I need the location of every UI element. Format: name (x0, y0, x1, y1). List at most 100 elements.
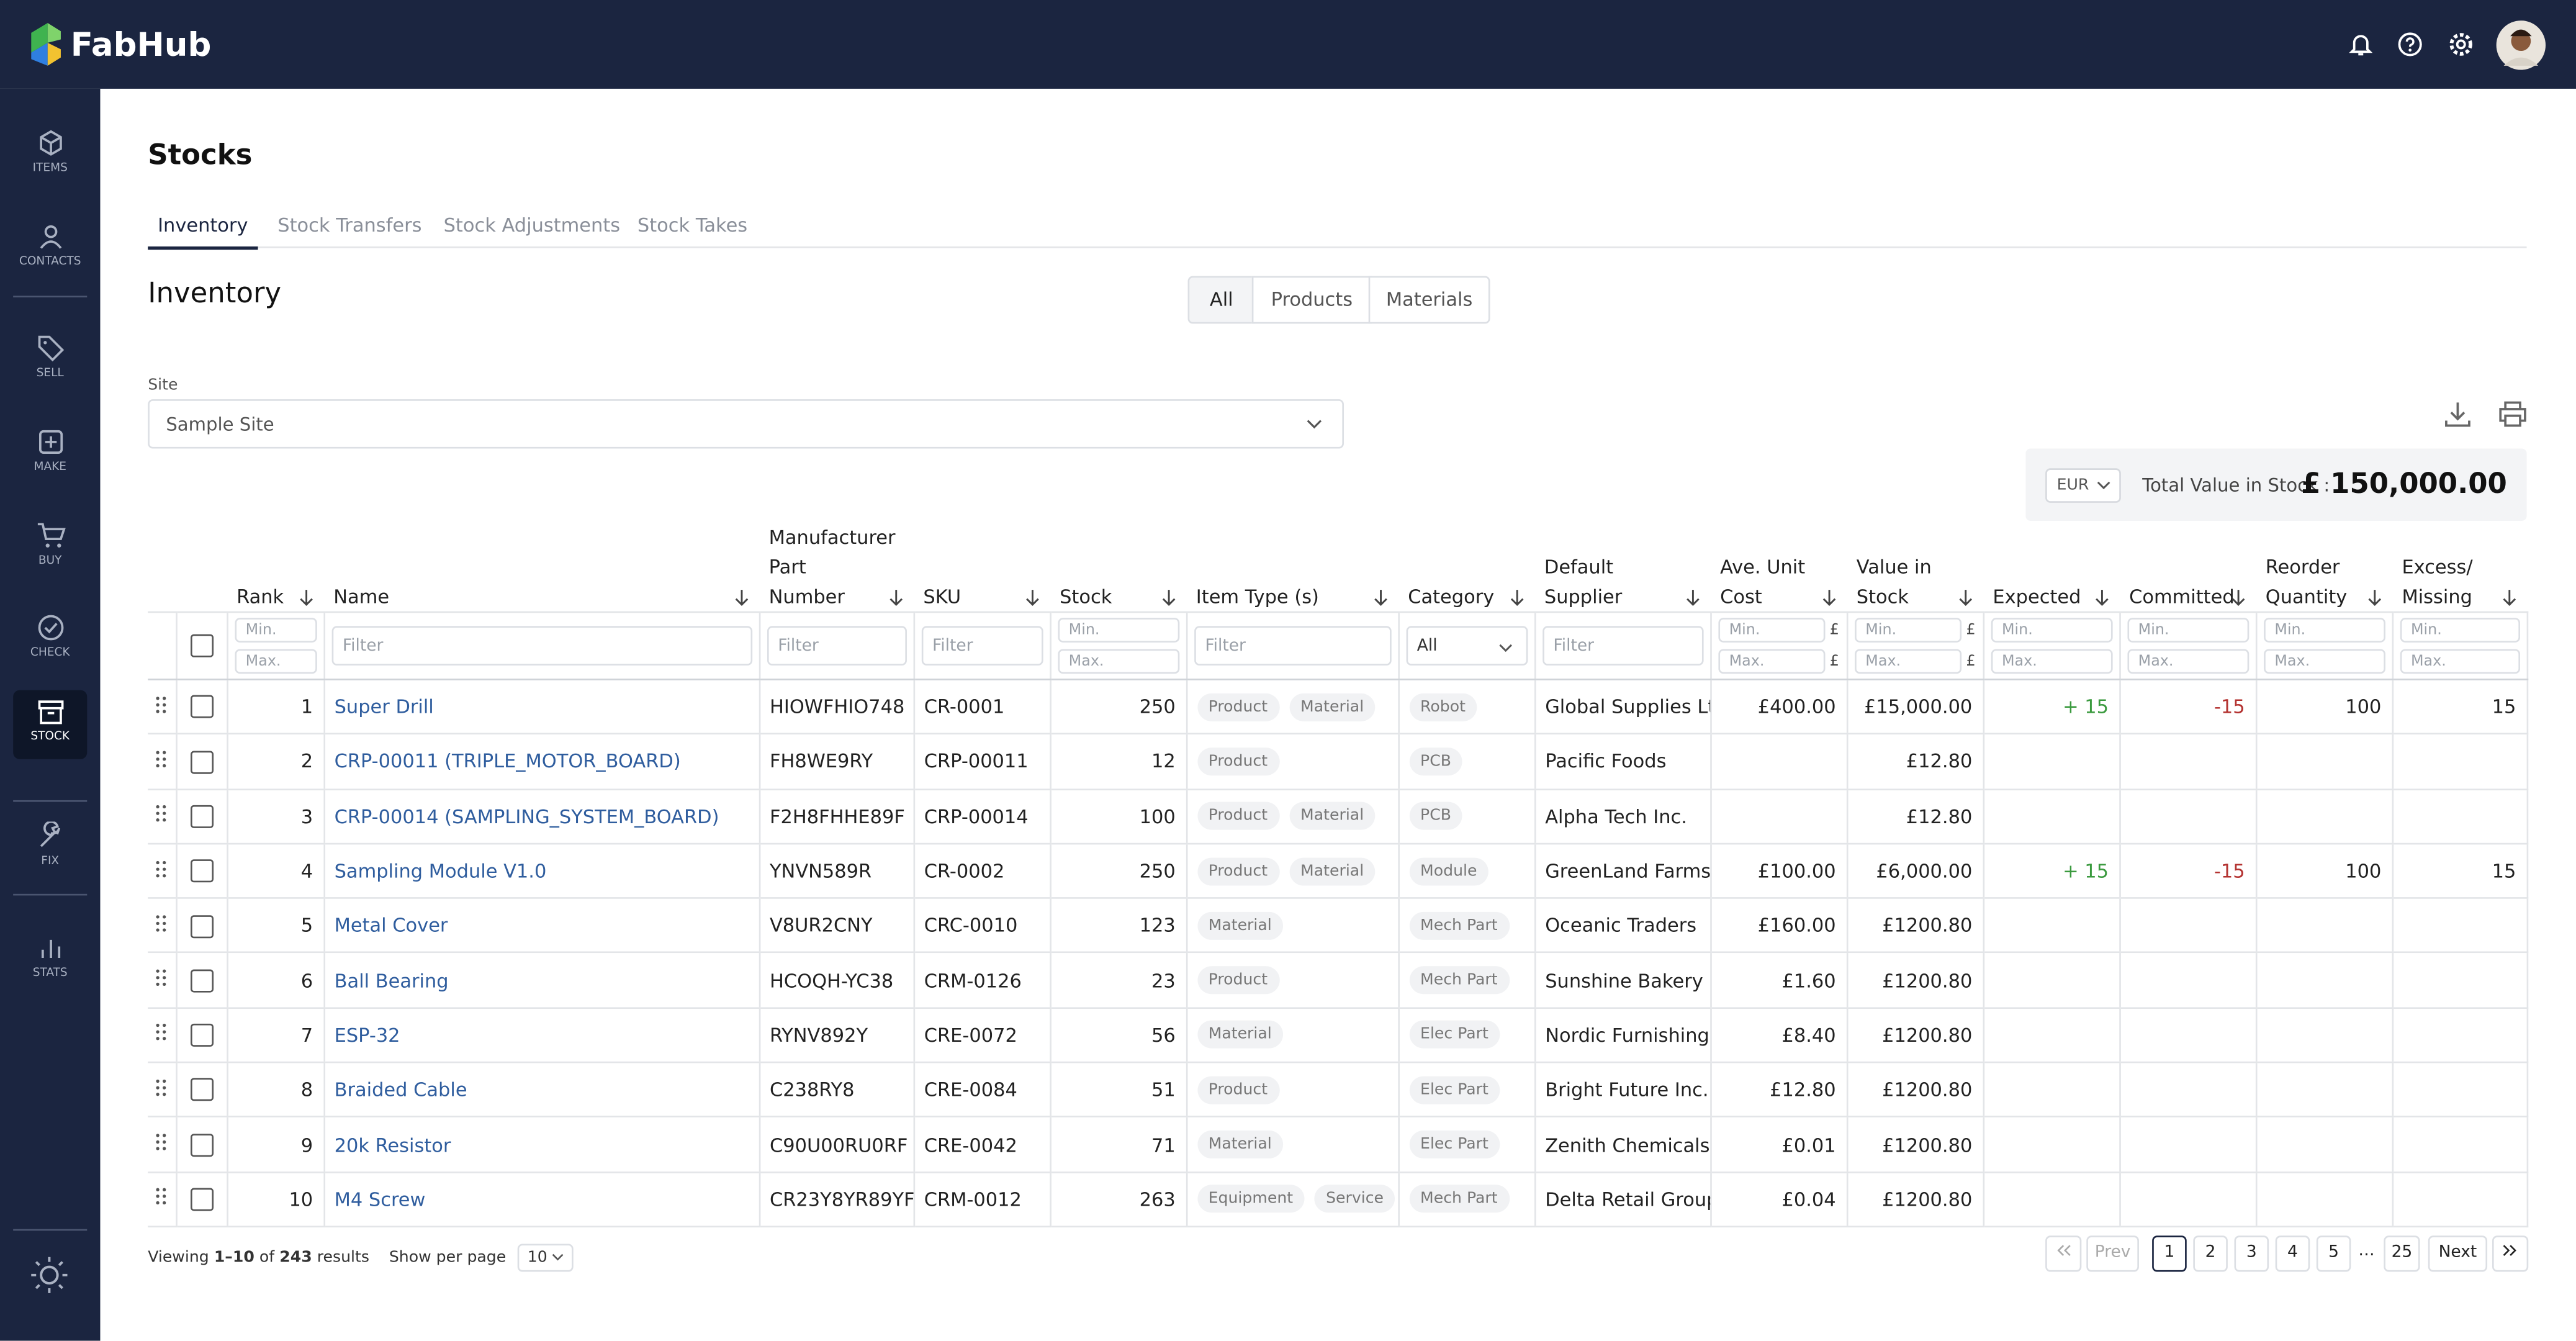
nav-item[interactable]: MAKE (13, 421, 87, 490)
range-input[interactable]: Min. (2127, 618, 2248, 643)
nav-item[interactable]: BUY (13, 514, 87, 583)
range-input[interactable]: Max. (234, 649, 317, 674)
name[interactable]: Ball Bearing (334, 968, 449, 992)
select-filter[interactable]: All (1405, 626, 1528, 666)
checkbox[interactable] (189, 1133, 213, 1157)
theme-toggle[interactable] (30, 1255, 70, 1299)
nav-item[interactable]: ITEMS (13, 122, 87, 191)
checkbox[interactable] (189, 1024, 213, 1047)
help-icon[interactable] (2397, 31, 2423, 57)
tab[interactable]: Stock Takes (637, 214, 748, 237)
per-page-select[interactable]: 10 (517, 1244, 574, 1272)
drag-handle[interactable] (148, 1117, 176, 1173)
filter-option[interactable]: All (1187, 276, 1256, 324)
page-link[interactable]: 1 (2152, 1235, 2187, 1272)
page-link[interactable]: 2 (2193, 1235, 2228, 1272)
page-link[interactable]: Prev (2086, 1235, 2139, 1272)
nav-item[interactable]: SELL (13, 327, 87, 396)
range-input[interactable]: Max. (1853, 649, 1961, 674)
column-header[interactable]: Category (1398, 523, 1534, 612)
text-filter[interactable]: Filter (766, 626, 906, 666)
checkbox[interactable] (189, 805, 213, 828)
column-header[interactable]: Excess/ Missing (2392, 523, 2527, 612)
drag-handle[interactable] (148, 1008, 176, 1063)
checkbox[interactable] (189, 695, 213, 719)
site-select[interactable]: Sample Site (148, 399, 1344, 449)
print-icon[interactable] (2497, 399, 2528, 429)
column-header[interactable]: Ave. Unit Cost (1710, 523, 1847, 612)
page-link[interactable]: Next (2428, 1235, 2488, 1272)
avatar[interactable] (2495, 20, 2546, 71)
checkbox[interactable] (189, 859, 213, 883)
range-input[interactable]: Max. (2399, 649, 2520, 674)
range-input[interactable]: Min. (1718, 618, 1825, 643)
name[interactable]: Braided Cable (334, 1078, 467, 1101)
range-input[interactable]: Min. (234, 618, 317, 643)
filter-option[interactable]: Materials (1368, 276, 1490, 324)
column-header[interactable]: SKU (914, 523, 1050, 612)
column-header[interactable]: Item Type (s) (1186, 523, 1398, 612)
range-input[interactable]: Min. (1853, 618, 1961, 643)
drag-handle[interactable] (148, 1062, 176, 1118)
tab[interactable]: Stock Adjustments (443, 214, 621, 237)
range-input[interactable]: Max. (2127, 649, 2248, 674)
range-input[interactable]: Min. (2399, 618, 2520, 643)
column-header[interactable]: Committed (2119, 523, 2256, 612)
name[interactable]: Sampling Module V1.0 (334, 859, 547, 883)
drag-handle[interactable] (148, 953, 176, 1009)
name[interactable]: 20k Resistor (334, 1132, 451, 1156)
range-input[interactable]: Min. (1990, 618, 2112, 643)
text-filter[interactable]: Filter (921, 626, 1043, 666)
name[interactable]: ESP-32 (334, 1023, 400, 1047)
column-header[interactable]: Manufacturer Part Number (759, 523, 914, 612)
currency-select[interactable]: EUR (2045, 468, 2121, 503)
tab[interactable]: Inventory (148, 214, 258, 250)
page-link[interactable]: 5 (2316, 1235, 2351, 1272)
drag-handle[interactable] (148, 843, 176, 900)
drag-handle[interactable] (148, 1172, 176, 1227)
range-input[interactable]: Min. (1057, 618, 1179, 643)
nav-item[interactable]: STOCK (13, 690, 88, 759)
column-header[interactable]: Value in Stock (1847, 523, 1983, 612)
range-input[interactable]: Max. (1718, 649, 1825, 674)
checkbox[interactable] (189, 1078, 213, 1102)
column-header[interactable]: Default Supplier (1534, 523, 1710, 612)
drag-handle[interactable] (148, 898, 176, 954)
checkbox[interactable] (189, 969, 213, 993)
notifications-icon[interactable] (2348, 31, 2374, 57)
range-input[interactable]: Max. (1057, 649, 1179, 674)
name[interactable]: Metal Cover (334, 914, 448, 937)
download-icon[interactable] (2443, 399, 2473, 429)
nav-item[interactable]: CHECK (13, 607, 87, 675)
column-header[interactable]: Rank (227, 523, 323, 612)
page-link[interactable]: 4 (2275, 1235, 2310, 1272)
settings-icon[interactable] (2448, 31, 2474, 57)
page-link[interactable]: 3 (2234, 1235, 2269, 1272)
nav-item[interactable]: FIX (13, 815, 87, 884)
drag-handle[interactable] (148, 788, 176, 845)
checkbox[interactable] (189, 634, 213, 658)
range-input[interactable]: Min. (2263, 618, 2385, 643)
filter-option[interactable]: Products (1251, 276, 1372, 324)
checkbox[interactable] (189, 750, 213, 774)
drag-handle[interactable] (148, 734, 176, 790)
first-page[interactable] (2045, 1235, 2082, 1272)
column-header[interactable]: Name (323, 523, 759, 612)
text-filter[interactable]: Filter (1193, 626, 1391, 666)
checkbox[interactable] (189, 1188, 213, 1211)
column-header[interactable]: Expected (1983, 523, 2120, 612)
last-page[interactable] (2492, 1235, 2529, 1272)
page-link[interactable]: 25 (2384, 1235, 2420, 1272)
name[interactable]: Super Drill (334, 695, 434, 718)
name[interactable]: M4 Screw (334, 1188, 426, 1211)
name[interactable]: CRP-00014 (SAMPLING_SYSTEM_BOARD) (334, 805, 719, 828)
tab[interactable]: Stock Transfers (277, 214, 422, 237)
nav-item[interactable]: CONTACTS (13, 215, 87, 284)
text-filter[interactable]: Filter (331, 626, 752, 666)
drag-handle[interactable] (148, 679, 176, 735)
column-header[interactable]: Stock (1050, 523, 1186, 612)
nav-item[interactable]: STATS (13, 927, 87, 996)
range-input[interactable]: Max. (1990, 649, 2112, 674)
column-header[interactable]: Reorder Quantity (2256, 523, 2392, 612)
name[interactable]: CRP-00011 (TRIPLE_MOTOR_BOARD) (334, 750, 681, 774)
